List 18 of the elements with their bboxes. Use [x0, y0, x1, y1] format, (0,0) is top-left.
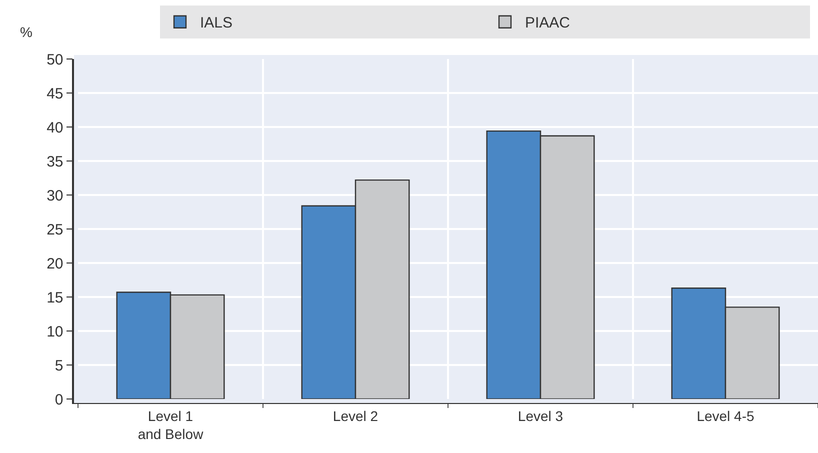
x-tick-label: Level 1 and Below	[138, 408, 204, 442]
y-tick-label: 20	[46, 255, 64, 272]
y-tick-label: 35	[46, 153, 64, 170]
legend-label: IALS	[200, 14, 233, 32]
y-tick-label: 25	[46, 221, 64, 238]
y-tick-label: 5	[54, 357, 64, 374]
y-axis-title: %	[20, 24, 32, 40]
x-tick-label: Level 3	[518, 408, 564, 424]
x-tick-label: Level 4-5	[696, 408, 755, 424]
x-tick-label: Level 2	[332, 408, 378, 424]
legend-label: PIAAC	[525, 14, 570, 32]
y-tick-label: 15	[46, 289, 64, 306]
y-tick-label: 10	[46, 323, 64, 340]
y-tick-label: 30	[46, 187, 64, 204]
y-tick-label: 40	[46, 119, 64, 136]
y-tick-label: 0	[54, 391, 64, 408]
y-tick-label: 50	[46, 51, 64, 68]
y-tick-label: 45	[46, 85, 64, 102]
